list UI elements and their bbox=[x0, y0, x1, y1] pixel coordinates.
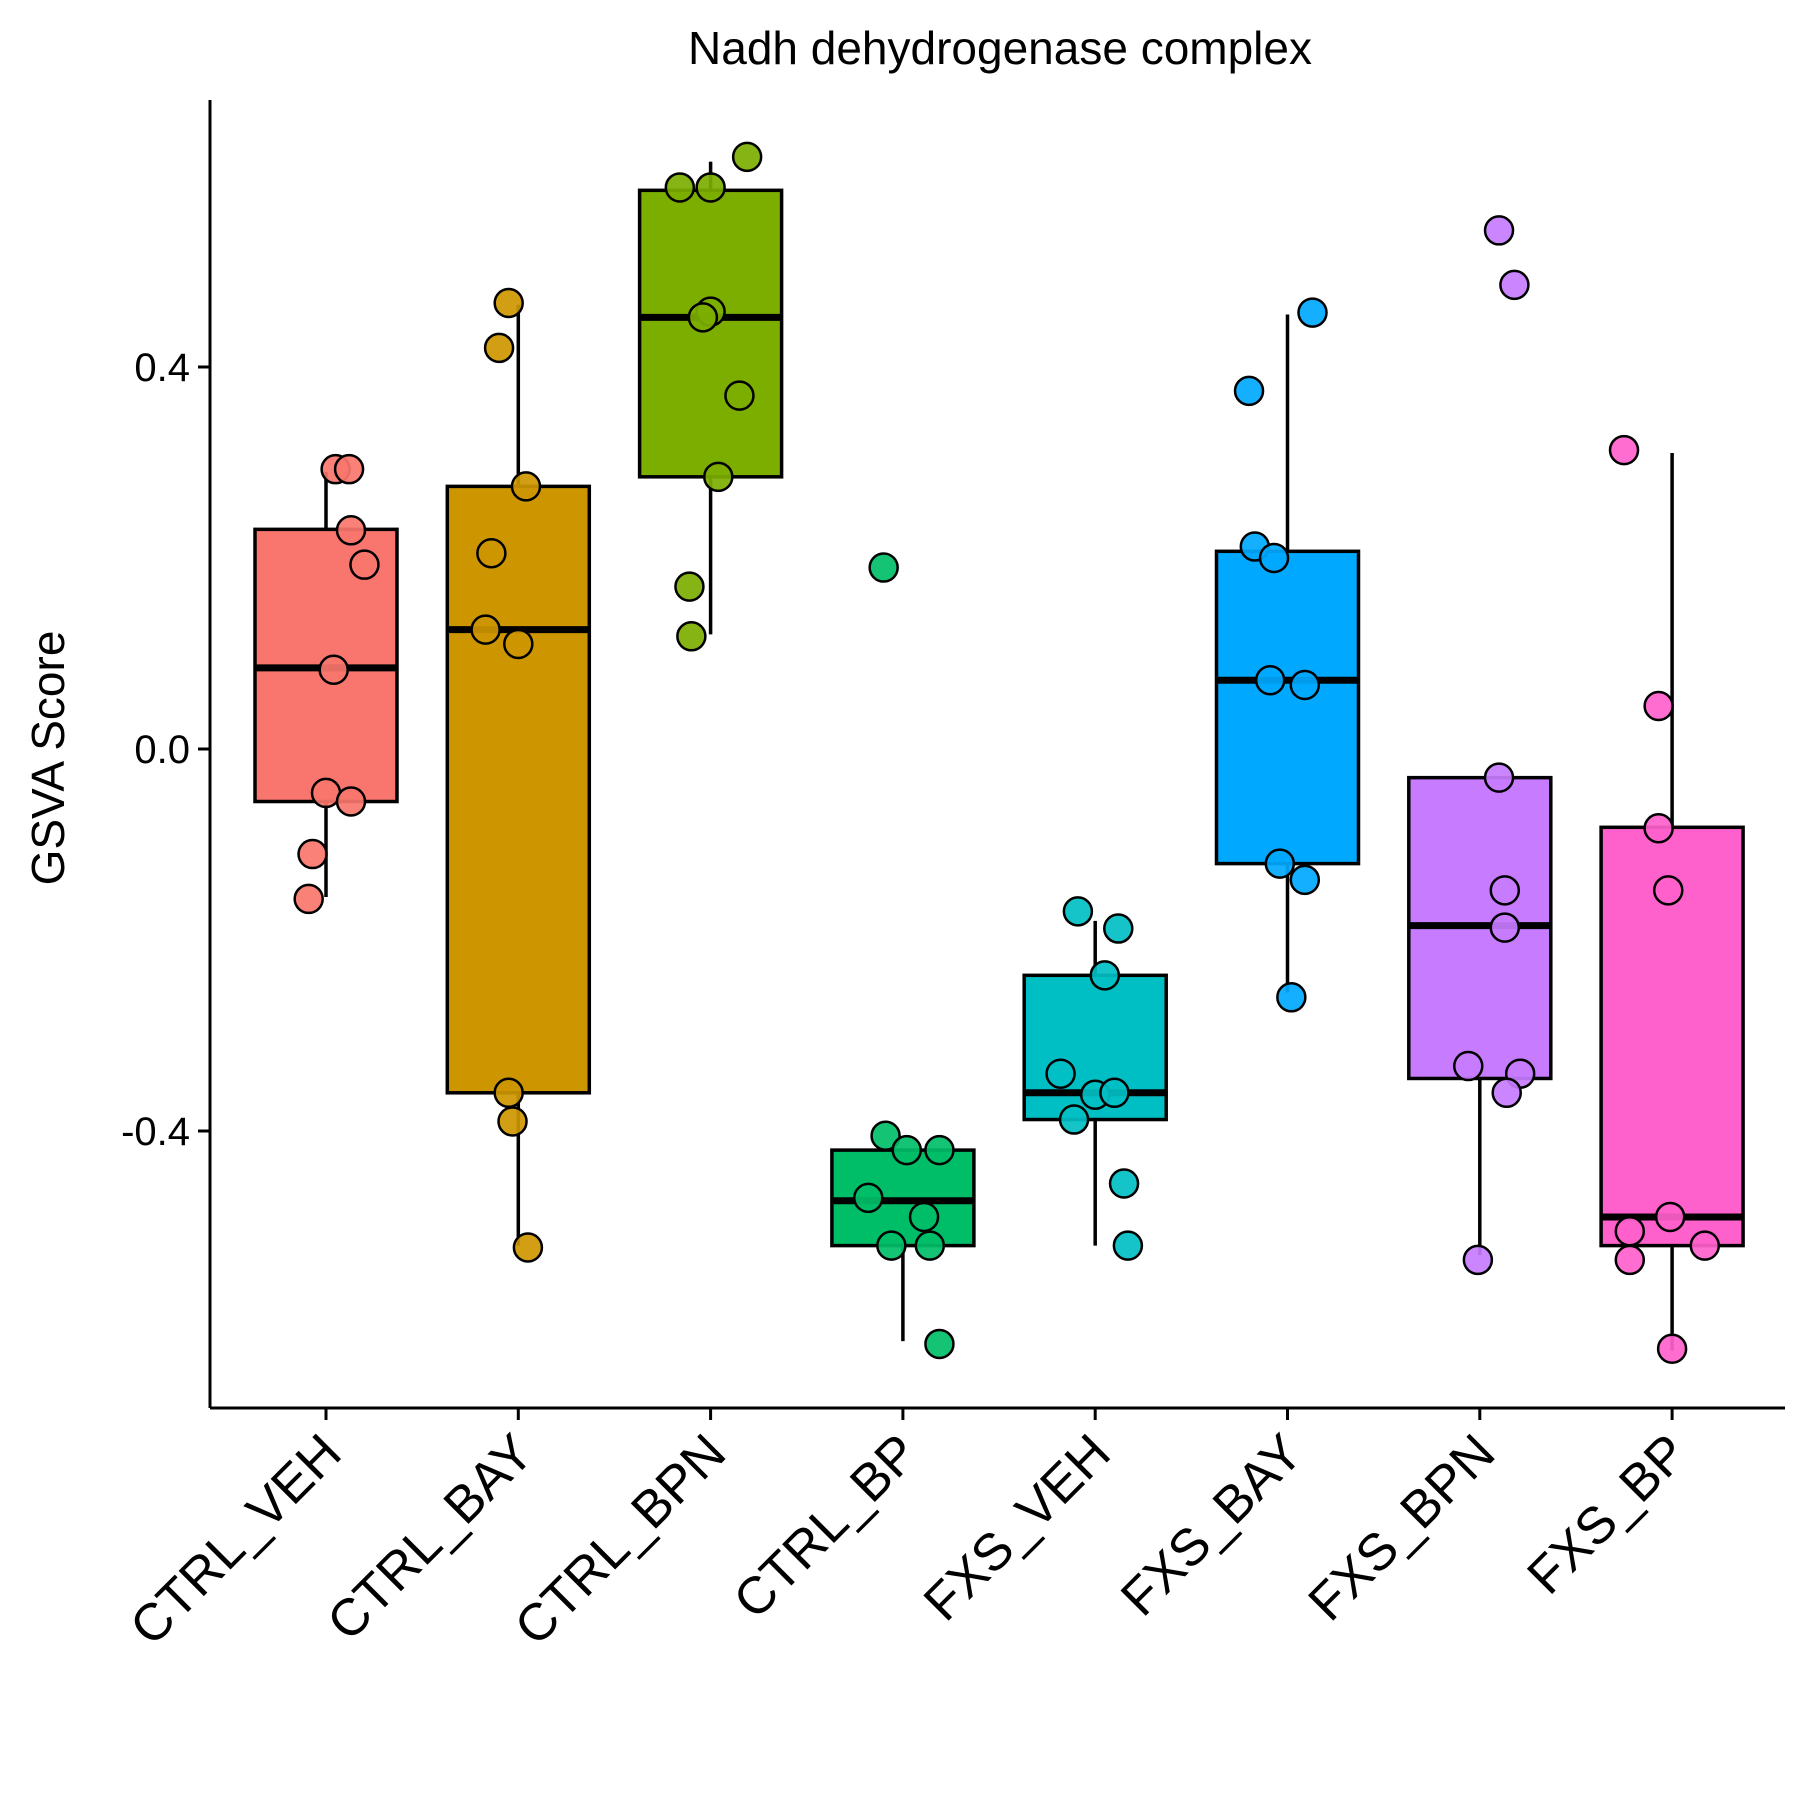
data-point bbox=[1483, 762, 1515, 793]
data-point bbox=[1276, 982, 1307, 1013]
data-point bbox=[1297, 297, 1328, 328]
data-point bbox=[695, 172, 726, 203]
data-point bbox=[1656, 1333, 1688, 1364]
x-axis: CTRL_VEHCTRL_BAYCTRL_BPNCTRL_BPFXS_VEHFX… bbox=[119, 1406, 1785, 1657]
data-point bbox=[924, 1134, 955, 1166]
data-point bbox=[1614, 1244, 1646, 1276]
data-point bbox=[1099, 1077, 1130, 1109]
data-point bbox=[1289, 864, 1321, 896]
data-point bbox=[493, 1077, 524, 1109]
data-point bbox=[1689, 1230, 1721, 1261]
x-tick-label: FXS_BPN bbox=[1298, 1423, 1507, 1632]
data-point bbox=[483, 332, 515, 364]
data-point bbox=[293, 883, 324, 915]
data-point bbox=[870, 1120, 901, 1152]
group-ctrl-bpn bbox=[637, 141, 784, 652]
data-point bbox=[1103, 913, 1134, 944]
data-point bbox=[1643, 690, 1674, 722]
data-point bbox=[1614, 1216, 1646, 1247]
y-axis-label: GSVA Score bbox=[22, 631, 74, 886]
data-point bbox=[476, 537, 507, 569]
data-point bbox=[1462, 1244, 1494, 1276]
x-tick-label: FXS_BAY bbox=[1110, 1423, 1314, 1627]
data-point bbox=[493, 287, 524, 319]
group-fxs-bay bbox=[1214, 297, 1361, 1013]
data-point bbox=[333, 453, 365, 485]
group-ctrl-veh bbox=[253, 453, 399, 915]
chart-title: Nadh dehydrogenase complex bbox=[688, 22, 1312, 74]
data-point bbox=[1489, 912, 1521, 943]
data-point bbox=[1062, 896, 1094, 927]
data-point bbox=[687, 302, 719, 333]
data-point bbox=[1233, 375, 1265, 407]
y-tick-label: 0.4 bbox=[134, 346, 190, 390]
data-point bbox=[891, 1134, 922, 1166]
group-ctrl-bp bbox=[830, 552, 976, 1360]
data-point bbox=[1643, 813, 1674, 844]
x-tick-label: CTRL_BP bbox=[723, 1423, 930, 1630]
box bbox=[637, 188, 784, 479]
data-point bbox=[335, 786, 367, 817]
x-tick-label: CTRL_BPN bbox=[504, 1423, 737, 1656]
x-tick-label: FXS_BP bbox=[1517, 1423, 1699, 1605]
data-point bbox=[349, 549, 380, 580]
data-point bbox=[297, 838, 328, 870]
data-point bbox=[1045, 1058, 1076, 1089]
data-point bbox=[876, 1230, 907, 1261]
y-axis: 0.4 0.0 -0.4 bbox=[121, 100, 212, 1408]
x-tick-label: CTRL_VEH bbox=[119, 1423, 352, 1656]
y-tick-label: 0.0 bbox=[134, 728, 190, 772]
box bbox=[1214, 549, 1361, 866]
data-point bbox=[510, 471, 542, 502]
group-fxs-bp bbox=[1599, 434, 1745, 1364]
data-point bbox=[497, 1106, 528, 1137]
data-point bbox=[1489, 875, 1521, 906]
data-point bbox=[1254, 664, 1286, 696]
data-point bbox=[1483, 215, 1515, 246]
data-point bbox=[318, 654, 349, 685]
data-point bbox=[1491, 1077, 1522, 1109]
data-point bbox=[724, 380, 755, 411]
data-point bbox=[1653, 875, 1684, 906]
data-point bbox=[1058, 1104, 1090, 1135]
group-ctrl-bay bbox=[445, 287, 592, 1263]
data-point bbox=[470, 614, 501, 645]
group-fxs-bpn bbox=[1407, 215, 1553, 1276]
data-point bbox=[1608, 434, 1640, 466]
data-point bbox=[674, 571, 705, 602]
data-point bbox=[1289, 669, 1321, 701]
data-point bbox=[1258, 542, 1290, 574]
data-point bbox=[512, 1232, 544, 1263]
y-tick-label: -0.4 bbox=[121, 1110, 190, 1154]
data-point bbox=[908, 1201, 940, 1233]
data-point bbox=[1112, 1230, 1144, 1261]
data-point bbox=[1453, 1050, 1484, 1082]
data-point bbox=[853, 1182, 884, 1214]
group-fxs-veh bbox=[1022, 896, 1168, 1261]
data-point bbox=[676, 621, 707, 652]
data-point bbox=[868, 552, 899, 583]
data-point bbox=[1108, 1168, 1140, 1199]
plot-area bbox=[253, 141, 1745, 1364]
box bbox=[445, 484, 592, 1095]
data-point bbox=[914, 1230, 946, 1261]
data-point bbox=[1654, 1201, 1686, 1233]
data-point bbox=[335, 515, 367, 546]
data-point bbox=[1089, 960, 1121, 991]
data-point bbox=[703, 461, 734, 493]
data-point bbox=[1264, 848, 1296, 879]
data-point bbox=[1499, 269, 1530, 301]
data-point bbox=[664, 172, 696, 203]
data-point bbox=[503, 628, 534, 660]
data-point bbox=[924, 1328, 955, 1360]
x-tick-label: FXS_VEH bbox=[913, 1423, 1122, 1632]
data-point bbox=[731, 141, 763, 173]
